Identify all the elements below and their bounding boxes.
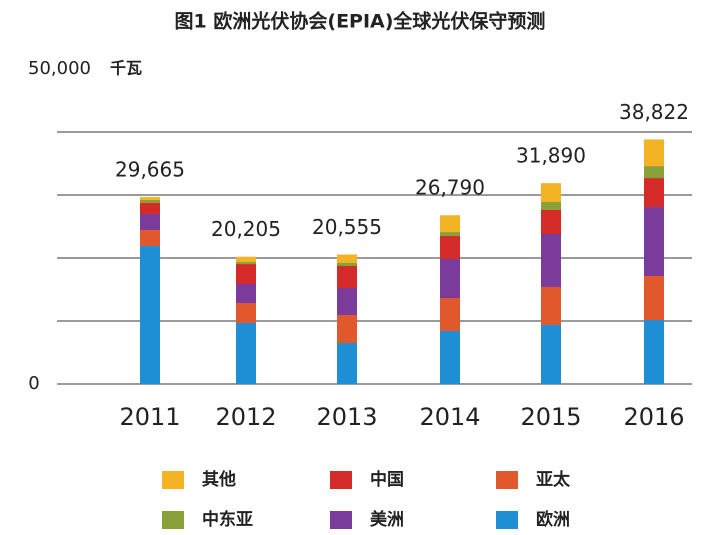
bar-segment [541, 233, 561, 287]
chart-title: 图1 欧洲光伏协会(EPIA)全球光伏保守预测 [175, 10, 546, 33]
total-label: 26,790 [415, 176, 485, 200]
total-label: 38,822 [619, 100, 689, 124]
bar-segment [140, 230, 160, 247]
bar-segment [541, 209, 561, 234]
x-tick-label: 2012 [215, 403, 276, 431]
bar-segment [337, 315, 357, 343]
bar-segment [337, 266, 357, 288]
bar-segment [140, 199, 160, 204]
legend-label: 中国 [370, 469, 404, 490]
bar-segment [140, 214, 160, 231]
bar-segment [140, 197, 160, 200]
bar-segment [644, 319, 664, 384]
bar-segment [236, 303, 256, 324]
bar-segment [541, 324, 561, 384]
bar-segment [440, 215, 460, 233]
bar-segment [140, 246, 160, 384]
bar-segment [440, 331, 460, 384]
bar-segment [337, 262, 357, 267]
x-tick-label: 2016 [623, 403, 684, 431]
bar-segment [440, 298, 460, 332]
legend-label: 美洲 [370, 509, 404, 530]
bar-segment [541, 201, 561, 210]
legend-swatch [330, 511, 352, 529]
bar-segment [644, 166, 664, 179]
total-label: 29,665 [115, 158, 185, 182]
bar-segment [644, 207, 664, 277]
bar-segment [440, 236, 460, 260]
x-tick-label: 2013 [316, 403, 377, 431]
legend-swatch [162, 511, 184, 529]
x-tick-label: 2015 [520, 403, 581, 431]
y-tick-label: 50,000 [28, 58, 91, 79]
bar-segment [541, 286, 561, 325]
y-unit: 千瓦 [110, 59, 142, 78]
bar-segment [236, 256, 256, 263]
legend-label: 亚太 [536, 469, 571, 490]
bar-segment [236, 284, 256, 304]
total-label: 20,555 [312, 215, 382, 239]
total-label: 20,205 [211, 217, 281, 241]
bar-segment [236, 262, 256, 265]
x-tick-label: 2014 [419, 403, 480, 431]
bar-segment [541, 183, 561, 202]
bar-segment [236, 323, 256, 384]
legend-label: 中东亚 [202, 509, 253, 530]
legend-label: 其他 [202, 469, 236, 490]
legend-swatch [496, 511, 518, 529]
y-tick-label: 0 [28, 373, 39, 394]
legend-swatch [496, 471, 518, 489]
bar-segment [236, 264, 256, 285]
bar-segment [644, 139, 664, 167]
bar-segment [644, 178, 664, 208]
bar-segment [337, 254, 357, 263]
bar-segment [337, 342, 357, 384]
legend-swatch [162, 471, 184, 489]
bar-segment [440, 232, 460, 237]
bar-segment [644, 276, 664, 320]
bar-segment [337, 287, 357, 316]
x-tick-label: 2011 [119, 403, 180, 431]
bar-segment [440, 259, 460, 299]
total-label: 31,890 [516, 144, 586, 168]
legend-swatch [330, 471, 352, 489]
legend-label: 欧洲 [536, 509, 570, 530]
bar-segment [140, 203, 160, 215]
